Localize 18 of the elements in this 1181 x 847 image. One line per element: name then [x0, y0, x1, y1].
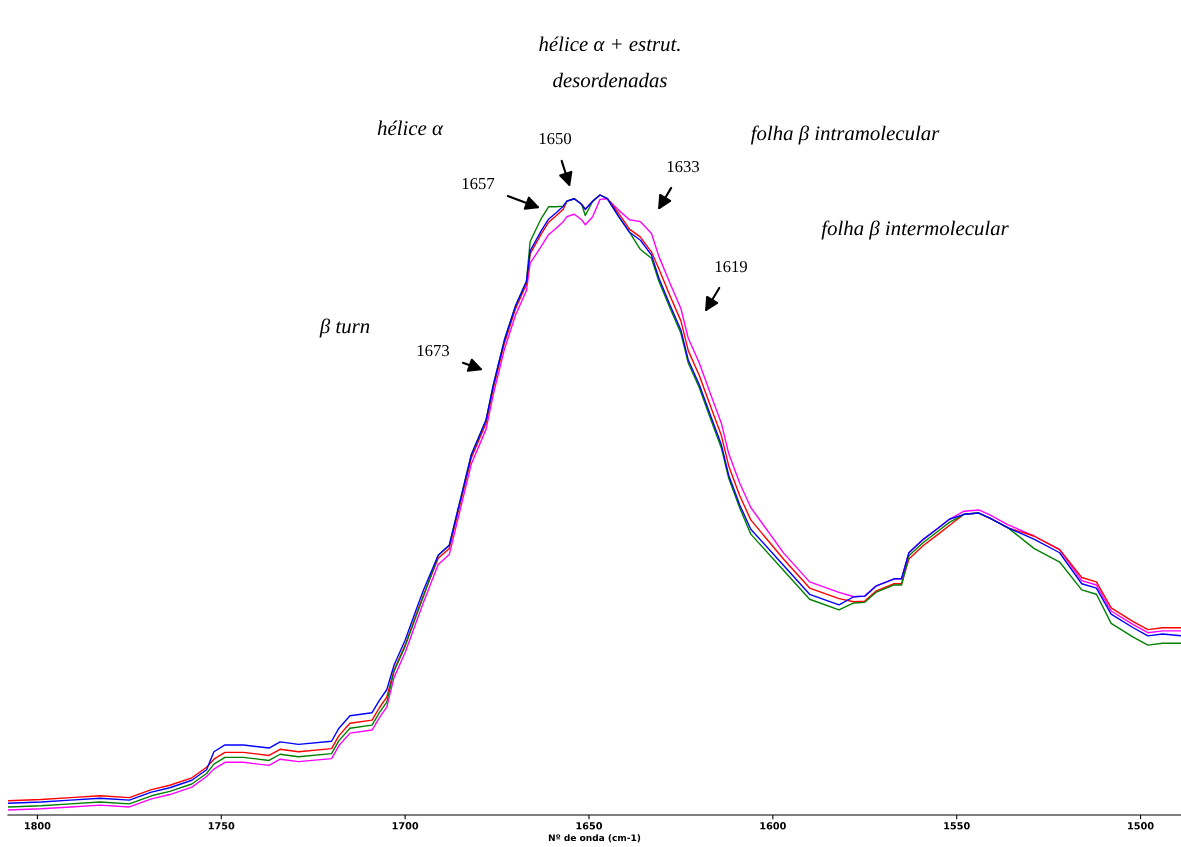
x-tick-label: 1800 — [24, 822, 51, 830]
x-axis-title: Nº de onda (cm-1) — [548, 834, 641, 843]
text: 1633 — [667, 160, 700, 173]
annotation: 1619 — [715, 260, 747, 273]
x-tick-label: 1700 — [392, 822, 419, 830]
x-tick-label: 1750 — [208, 822, 235, 830]
text: hélice α + estrut. desordenadas — [539, 36, 680, 88]
annotation: β turn — [319, 318, 370, 338]
text: hélice α — [377, 120, 444, 136]
text: 1650 — [539, 132, 572, 145]
text: folha β intramolecular — [750, 125, 940, 145]
text: 1657 — [462, 177, 495, 190]
x-tick-label: 1600 — [760, 822, 786, 830]
x-tick-label: 1500 — [1128, 822, 1154, 830]
annotation: 1673 — [417, 344, 450, 357]
x-tick-label: 1550 — [944, 822, 970, 830]
x-tick-label: 1650 — [576, 822, 603, 830]
annotation: folha β intermolecular — [821, 220, 1009, 240]
